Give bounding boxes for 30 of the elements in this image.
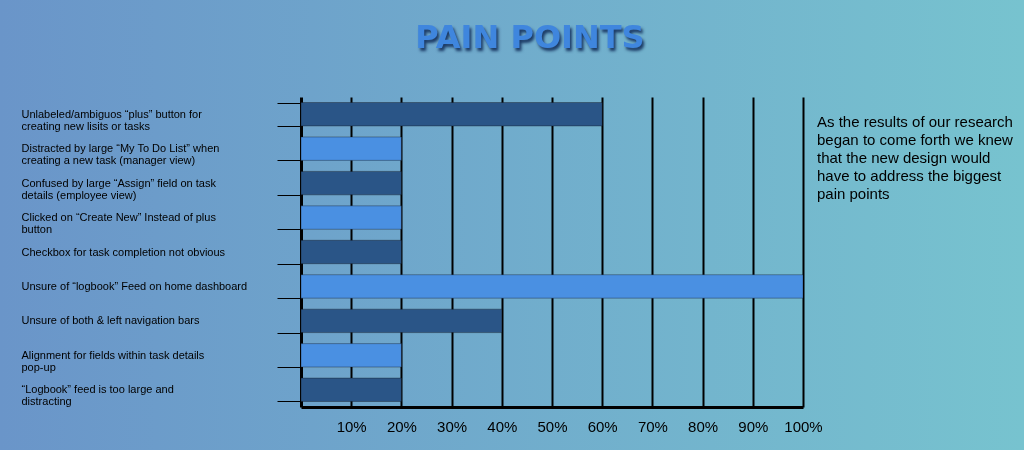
- y-tick-label: Confused by large “Assign” field on task details (employee view): [21, 176, 217, 201]
- x-tick-label: 100%: [784, 417, 823, 435]
- bar: [300, 343, 402, 368]
- bar: [300, 136, 402, 161]
- y-tick-label: Clicked on “Create New” Instead of plus button: [21, 211, 217, 236]
- y-tick-label: Unsure of “logbook” Feed on home dashboard: [21, 279, 248, 292]
- y-tick-label: Distracted by large “My To Do List” when creating a new task (manager view): [21, 142, 220, 167]
- bar: [300, 377, 402, 402]
- x-tick-label: 50%: [537, 417, 568, 435]
- chart-title: PAIN POINTS: [414, 18, 646, 56]
- x-tick-label: 40%: [487, 417, 518, 435]
- x-tick-label: 30%: [437, 417, 468, 435]
- bar: [300, 239, 402, 265]
- bar: [300, 170, 402, 196]
- bar: [300, 274, 804, 299]
- x-tick-label: 20%: [386, 417, 417, 435]
- bar: [300, 205, 402, 230]
- x-tick-label: 60%: [587, 417, 618, 435]
- y-tick-label: Unlabeled/ambiguos “plus” button for creating new lisits or tasks: [21, 107, 203, 132]
- y-tick-label: “Logbook” feed is too large and distracting: [21, 383, 174, 408]
- text: As the results of our research began to come forth we knew that the new design would have to address the biggest pain points: [817, 113, 1014, 203]
- y-tick-label: Checkbox for task completion not obvious: [21, 245, 226, 258]
- x-tick-label: 90%: [738, 417, 769, 435]
- bar: [300, 102, 603, 127]
- y-tick-label: Unsure of both & left navigation bars: [21, 314, 200, 327]
- x-tick-label: 80%: [688, 417, 719, 435]
- bar: [300, 308, 503, 334]
- x-tick-label: 70%: [637, 417, 668, 435]
- x-tick-label: 10%: [336, 417, 367, 435]
- y-tick-label: Alignment for fields within task details pop-up: [21, 348, 205, 373]
